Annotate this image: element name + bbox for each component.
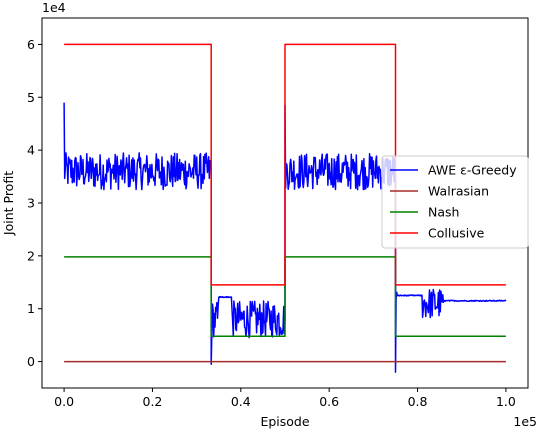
legend: AWE ε-Greedy Walrasian Nash Collusive <box>381 155 529 249</box>
y-tick-label: 2 <box>27 248 35 263</box>
x-tick-label: 0.0 <box>54 394 74 409</box>
y-tick-label: 1 <box>27 301 35 316</box>
legend-label: Walrasian <box>428 184 489 199</box>
legend-label: Collusive <box>428 226 485 241</box>
x-tick-label: 0.4 <box>231 394 251 409</box>
y-tick-label: 0 <box>27 354 35 369</box>
y-axis-exponent: 1e4 <box>42 0 66 15</box>
y-tick-label: 5 <box>27 90 35 105</box>
legend-box <box>381 155 529 249</box>
x-axis-ticks: 0.0 0.2 0.4 0.6 0.8 1.0 <box>54 388 516 409</box>
x-tick-label: 0.8 <box>408 394 428 409</box>
y-axis-ticks: 0 1 2 3 4 5 6 <box>27 37 42 369</box>
legend-label: AWE ε-Greedy <box>428 163 517 178</box>
legend-label: Nash <box>428 205 459 220</box>
x-tick-label: 1.0 <box>496 394 516 409</box>
x-tick-label: 0.2 <box>143 394 163 409</box>
x-axis-exponent: 1e5 <box>513 414 537 429</box>
x-tick-label: 0.6 <box>319 394 339 409</box>
y-axis-label: Joint Profit <box>1 171 16 236</box>
x-axis-label: Episode <box>260 414 309 429</box>
y-tick-label: 4 <box>27 143 35 158</box>
y-tick-label: 3 <box>27 196 35 211</box>
y-tick-label: 6 <box>27 37 35 52</box>
